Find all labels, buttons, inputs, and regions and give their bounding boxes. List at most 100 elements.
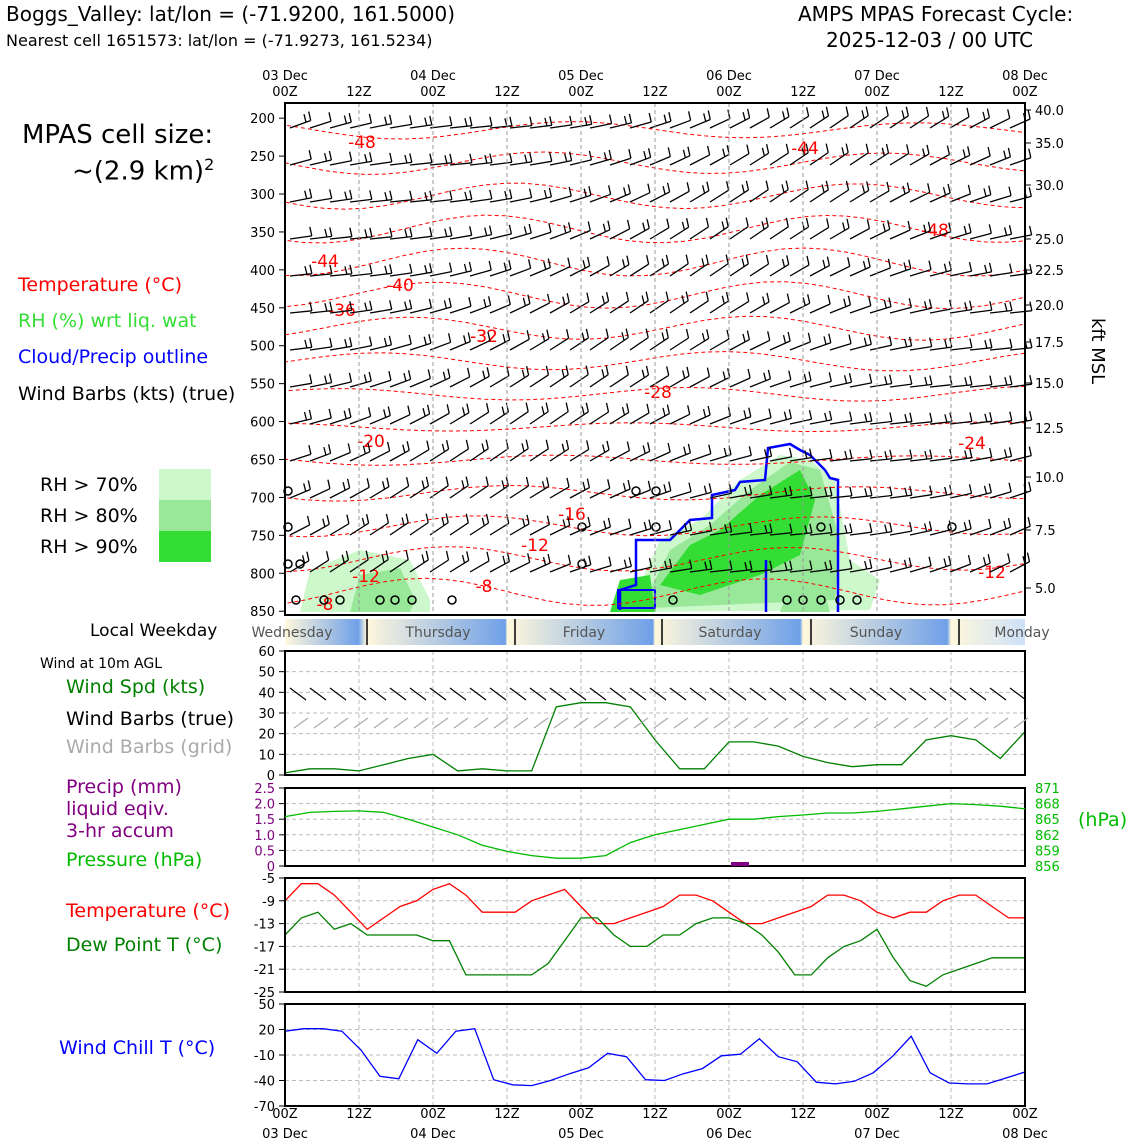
surface-grid-wind-barb (793, 717, 809, 729)
pressure-line (284, 802, 1026, 859)
wind-barb (829, 457, 852, 462)
wind-barb (909, 494, 932, 499)
wind-barb-flag (825, 180, 829, 190)
bottom-date-label: 05 Dec (558, 1127, 604, 1140)
wind-barb (789, 152, 809, 166)
surface-wind-barb (929, 687, 947, 701)
wind-barb (449, 485, 469, 499)
wind-barb (429, 235, 452, 240)
wind-barb-flag (967, 184, 972, 195)
wind-barb (389, 199, 412, 203)
y-tick-label: 50 (258, 998, 275, 1013)
surface-grid-wind-barb (353, 717, 369, 729)
wind-barb-flag (367, 407, 372, 417)
wind-barb-flag (605, 328, 609, 338)
wind-barb (289, 560, 310, 573)
wind-barb-flag (1029, 410, 1033, 421)
wind-barb (489, 197, 512, 203)
y-tick-label: 10 (258, 748, 275, 763)
wind-barb-flag (861, 110, 865, 119)
wind-barb (749, 339, 770, 351)
wind-barb (969, 384, 992, 388)
calm-wind-circle (631, 486, 641, 496)
surface-grid-wind-barb (733, 717, 749, 729)
wind-barb-flag (328, 408, 332, 419)
wind-barb-flag (506, 330, 511, 341)
wind-barb (469, 522, 489, 536)
wind-barb-flag (923, 523, 928, 532)
wind-barb-flag (489, 189, 493, 200)
wind-barb-flag (504, 190, 508, 200)
wind-barb (889, 345, 912, 351)
wind-barb (649, 567, 672, 573)
wind-barb (309, 235, 332, 240)
wind-barb-flag (404, 154, 408, 164)
wind-barb (309, 488, 331, 499)
temperature-contour (284, 121, 1026, 140)
wind-barb-flag (701, 185, 706, 194)
temperature-contour (284, 315, 1026, 341)
wind-barb (729, 226, 749, 240)
wind-barb (849, 305, 872, 314)
wind-barb-flag (322, 518, 326, 527)
rh-area (610, 575, 655, 612)
wind-barb-flag (526, 514, 530, 525)
pressure-label: Pressure (hPa) (66, 849, 203, 871)
wind-barb (669, 490, 692, 499)
wind-barb (629, 263, 649, 277)
wind-barb (629, 300, 649, 314)
wind-barb (609, 192, 631, 203)
wind-barb (869, 267, 891, 277)
wind-barb-flag (441, 443, 446, 453)
wind-barb (549, 486, 570, 499)
wind-barb-flag (561, 369, 565, 378)
wind-barb-flag (405, 513, 409, 523)
wind-barb-flag (581, 406, 585, 415)
wind-barb-flag (409, 263, 413, 274)
cell-size-label: MPAS cell size: (22, 120, 214, 150)
wind-barb-flag (448, 262, 453, 272)
wind-barb-flag (881, 147, 885, 156)
wind-barb (949, 231, 972, 240)
wind-barb-flag (483, 298, 487, 308)
wind-barb-flag (781, 184, 785, 193)
wind-barb-flag (641, 369, 645, 378)
wind-barb (949, 270, 972, 277)
wind-barb (769, 340, 791, 351)
wind-barb-flag (885, 143, 890, 154)
wind-barb (929, 528, 952, 536)
wind-barb (589, 526, 611, 536)
windchill-panel-label: Wind Chill T (°C) (59, 1037, 216, 1059)
wind-barb-flag (1004, 302, 1008, 312)
wind-barb (769, 263, 790, 277)
wind-barb (349, 160, 372, 166)
wind-barb (689, 226, 709, 240)
wind-barb-flag (445, 550, 450, 561)
surface-grid-wind-barb (973, 717, 989, 729)
wind-barb-flag (987, 554, 991, 564)
wind-barb (769, 494, 792, 499)
cycle-value: 2025-12-03 / 00 UTC (826, 28, 1034, 52)
wind-barb (989, 156, 1011, 166)
wind-barb-flag (525, 366, 530, 376)
wind-barb-flag (803, 373, 807, 383)
wind-barb (289, 197, 312, 203)
wind-barb-flag (829, 448, 833, 459)
wind-barb-flag (745, 180, 750, 191)
wind-barb-flag (1028, 446, 1032, 456)
wind-barb (889, 152, 910, 166)
wind-barb-flag (368, 371, 372, 382)
wind-barb-flag (369, 190, 373, 200)
wind-barb-flag (326, 515, 330, 525)
wind-barb (689, 190, 710, 203)
wind-barb (409, 342, 432, 351)
wind-barb-flag (721, 221, 725, 230)
wind-barb-flag (946, 145, 951, 155)
wind-barb-flag (625, 328, 629, 338)
wind-barb (969, 456, 992, 462)
wind-barb-flag (586, 256, 591, 267)
wind-barb-flag (784, 487, 788, 496)
wind-barb (989, 309, 1012, 314)
wind-barb (349, 380, 372, 388)
